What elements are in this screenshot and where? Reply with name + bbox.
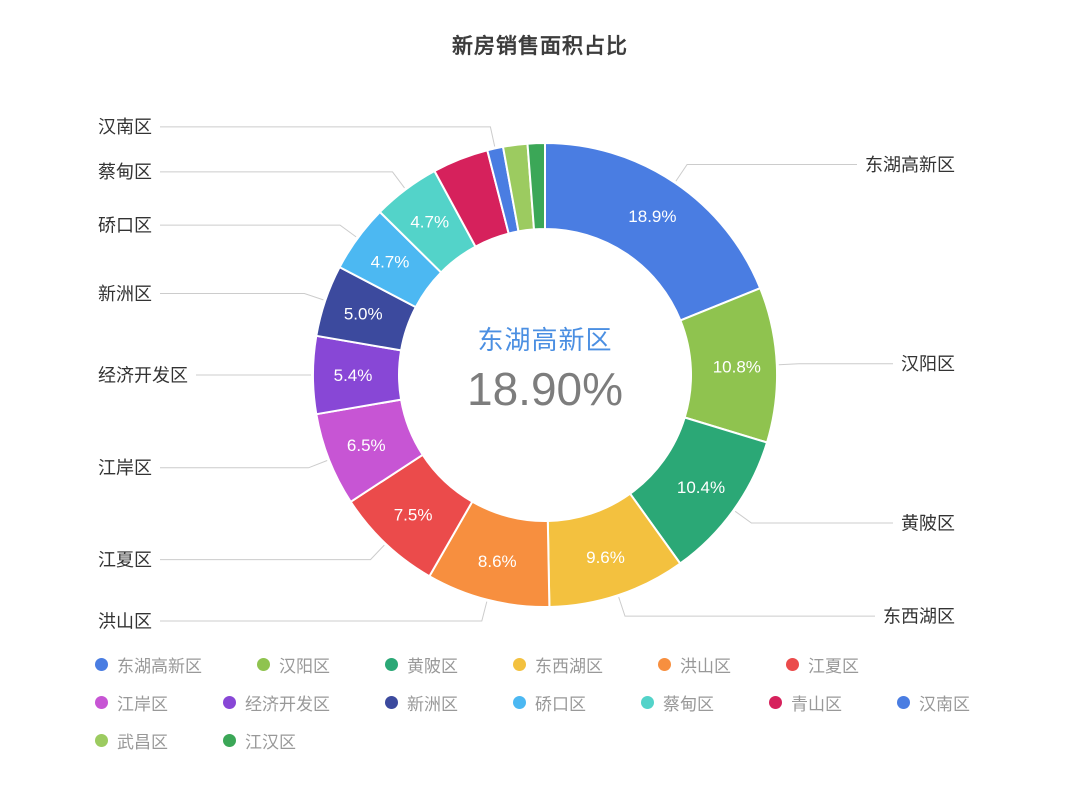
legend-item[interactable]: 江夏区 (786, 652, 859, 677)
label-leader-line (160, 460, 328, 469)
legend-row: 江岸区 经济开发区 新洲区 硚口区 蔡甸区 青山区 汉南区 (95, 690, 1035, 715)
slice-name-label: 蔡甸区 (98, 162, 152, 182)
legend-item[interactable]: 汉南区 (897, 690, 970, 715)
slice-name-label: 汉南区 (98, 117, 152, 137)
legend-item[interactable]: 硚口区 (513, 690, 586, 715)
chart-title: 新房销售面积占比 (452, 35, 628, 58)
legend-color-dot (95, 734, 108, 747)
pie-slice-15[interactable] (526, 142, 546, 231)
label-leader-line (160, 126, 496, 147)
legend-color-dot (385, 696, 398, 709)
legend-item[interactable]: 江汉区 (223, 728, 296, 753)
label-leader-line (160, 544, 385, 561)
legend-color-dot (513, 696, 526, 709)
legend-color-dot (95, 658, 108, 671)
legend-color-dot (223, 734, 236, 747)
slice-percent-label: 10.8% (713, 358, 761, 377)
slice-name-label: 硚口区 (98, 215, 152, 235)
label-leader-line (618, 596, 875, 617)
legend-item[interactable]: 新洲区 (385, 690, 458, 715)
legend-label: 江汉区 (245, 733, 296, 752)
legend-label: 汉阳区 (279, 657, 330, 676)
label-leader-line (160, 293, 324, 301)
slice-percent-label: 5.0% (344, 304, 383, 323)
legend-color-dot (897, 696, 910, 709)
legend-item[interactable]: 汉阳区 (257, 652, 330, 677)
slice-name-label: 江岸区 (98, 458, 152, 478)
slice-name-label: 黄陂区 (901, 513, 955, 533)
slice-name-label: 新洲区 (98, 284, 152, 304)
label-leader-line (675, 164, 857, 182)
legend-item[interactable]: 江岸区 (95, 690, 168, 715)
legend-label: 黄陂区 (407, 657, 458, 676)
legend: 东湖高新区 汉阳区 黄陂区 东西湖区 洪山区 江夏区江岸区 经济开发区 新洲区 硚口区 蔡甸区 青山… (95, 652, 1035, 753)
slice-name-label: 经济开发区 (98, 365, 188, 385)
label-leader-line (160, 171, 405, 189)
slice-name-label: 东湖高新区 (865, 155, 955, 175)
legend-item[interactable]: 洪山区 (658, 652, 731, 677)
legend-label: 新洲区 (407, 695, 458, 714)
legend-label: 武昌区 (117, 733, 168, 752)
slice-name-label: 东西湖区 (883, 606, 955, 626)
legend-label: 洪山区 (680, 657, 731, 676)
legend-color-dot (385, 658, 398, 671)
slice-percent-label: 8.6% (478, 552, 517, 571)
legend-label: 青山区 (791, 695, 842, 714)
legend-item[interactable]: 东湖高新区 (95, 652, 202, 677)
legend-label: 硚口区 (535, 695, 586, 714)
legend-label: 江夏区 (808, 657, 859, 676)
legend-row: 东湖高新区 汉阳区 黄陂区 东西湖区 洪山区 江夏区 (95, 652, 1035, 677)
legend-item[interactable]: 青山区 (769, 690, 842, 715)
legend-label: 东湖高新区 (117, 657, 202, 676)
slice-name-label: 汉阳区 (901, 354, 955, 374)
legend-label: 东西湖区 (535, 657, 603, 676)
legend-label: 汉南区 (919, 695, 970, 714)
legend-color-dot (223, 696, 236, 709)
legend-label: 江岸区 (117, 695, 168, 714)
label-leader-line (734, 510, 893, 524)
pie-slice-1[interactable] (544, 142, 762, 322)
legend-label: 经济开发区 (245, 695, 330, 714)
legend-item[interactable]: 蔡甸区 (641, 690, 714, 715)
slice-name-label: 江夏区 (98, 550, 152, 570)
label-leader-line (778, 363, 893, 366)
label-leader-line (160, 224, 357, 238)
slice-percent-label: 18.9% (628, 207, 676, 226)
legend-color-dot (658, 658, 671, 671)
legend-label: 蔡甸区 (663, 695, 714, 714)
label-leader-line (160, 601, 488, 622)
legend-color-dot (769, 696, 782, 709)
slice-percent-label: 9.6% (586, 548, 625, 567)
slice-percent-label: 4.7% (371, 253, 410, 272)
slice-percent-label: 5.4% (334, 366, 373, 385)
legend-color-dot (786, 658, 799, 671)
legend-color-dot (95, 696, 108, 709)
legend-color-dot (641, 696, 654, 709)
legend-item[interactable]: 黄陂区 (385, 652, 458, 677)
legend-color-dot (257, 658, 270, 671)
slice-percent-label: 6.5% (347, 436, 386, 455)
legend-item[interactable]: 经济开发区 (223, 690, 330, 715)
legend-color-dot (513, 658, 526, 671)
legend-row: 武昌区 江汉区 (95, 728, 1035, 753)
slice-percent-label: 4.7% (410, 212, 449, 231)
slice-percent-label: 7.5% (394, 505, 433, 524)
slice-percent-label: 10.4% (677, 478, 725, 497)
slice-name-label: 洪山区 (98, 611, 152, 631)
legend-item[interactable]: 东西湖区 (513, 652, 603, 677)
legend-item[interactable]: 武昌区 (95, 728, 168, 753)
